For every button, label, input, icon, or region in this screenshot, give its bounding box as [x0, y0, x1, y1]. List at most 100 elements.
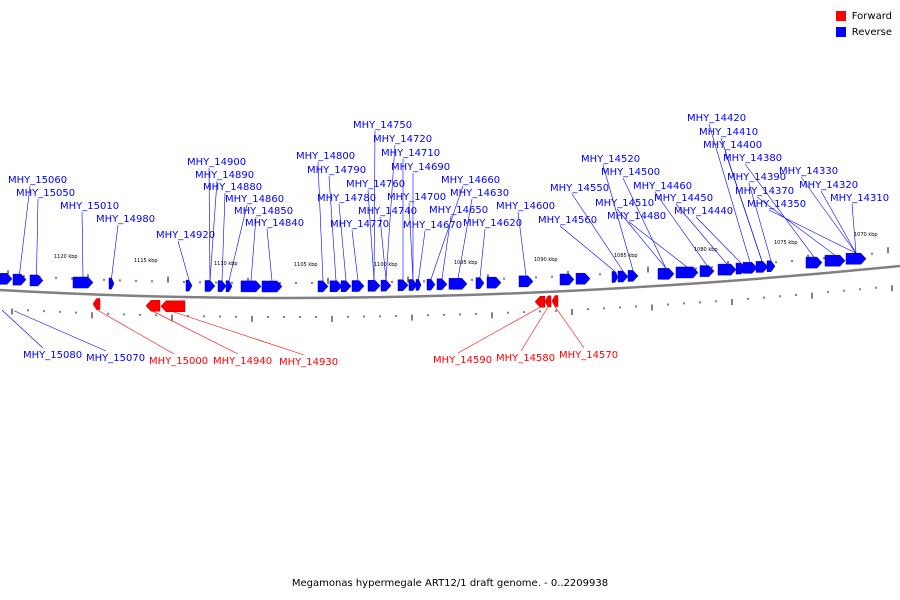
gene-connector [385, 144, 396, 281]
gene-label: MHY_14630 [450, 188, 509, 199]
gene-arrow [627, 270, 639, 282]
gene-label: MHY_14900 [187, 157, 246, 168]
gene-connector [708, 123, 751, 263]
gene-label: MHY_14920 [156, 230, 215, 241]
gene-connector [520, 306, 549, 352]
gene-connector [373, 130, 376, 281]
scale-label: 1095 kbp [454, 260, 478, 266]
gene-arrow [351, 280, 365, 292]
gene-label: MHY_14650 [429, 205, 488, 216]
gene-connector [748, 182, 772, 261]
scale-label: 1090 kbp [534, 257, 558, 263]
genome-title: Megamonas hypermegale ART12/1 draft geno… [291, 578, 609, 589]
scale-label: 1080 kbp [694, 247, 718, 253]
gene-label: MHY_14930 [279, 357, 338, 368]
gene-arrow [486, 276, 502, 289]
gene-arrow [544, 295, 552, 308]
gene-label: MHY_14690 [391, 162, 450, 173]
gene-label: MHY_14860 [225, 194, 284, 205]
gene-label: MHY_15000 [149, 356, 208, 367]
gene-arrows [0, 253, 867, 313]
gene-label: MHY_14560 [538, 215, 597, 226]
gene-arrow [160, 300, 186, 313]
forward-swatch [835, 11, 846, 21]
scale-label: 1075 kbp [774, 240, 798, 246]
legend-forward: Forward [835, 8, 892, 24]
gene-connector [800, 176, 857, 254]
gene-connector [602, 164, 634, 271]
gene-arrow [766, 260, 776, 272]
gene-label: MHY_14420 [687, 113, 746, 124]
gene-arrow [742, 262, 758, 274]
gene-label: MHY_14590 [433, 355, 492, 366]
gene-label: MHY_15080 [23, 350, 82, 361]
gene-label: MHY_14580 [496, 353, 555, 364]
legend: Forward Reverse [835, 8, 892, 40]
gene-arrow [204, 280, 216, 292]
gene-label: MHY_14780 [317, 193, 376, 204]
gene-label: MHY_14850 [234, 206, 293, 217]
gene-label: MHY_14660 [441, 175, 500, 186]
gene-label: MHY_15070 [86, 353, 145, 364]
gene-arrow [436, 278, 448, 291]
gene-connector [317, 161, 324, 281]
gene-arrow [340, 280, 352, 292]
gene-label: MHY_14570 [559, 350, 618, 361]
gene-label: MHY_15010 [60, 201, 119, 212]
gene-label: MHY_14880 [203, 182, 262, 193]
gene-connector [559, 225, 616, 272]
gene-arrow [617, 270, 629, 283]
gene-connector [177, 240, 190, 281]
gene-connector [820, 190, 857, 254]
gene-label: MHY_14510 [595, 198, 654, 209]
gene-label: MHY_14940 [213, 356, 272, 367]
gene-arrow [397, 279, 409, 292]
gene-arrow [185, 279, 193, 292]
gene-label: MHY_15060 [8, 175, 67, 186]
gene-arrow [72, 276, 94, 289]
gene-connector [724, 150, 763, 262]
gene-connector [744, 163, 815, 258]
gene-label: MHY_14350 [747, 199, 806, 210]
gene-arrow [145, 300, 161, 312]
gene-connector [418, 230, 426, 280]
gene-label: MHY_14330 [779, 166, 838, 177]
gene-connector [441, 215, 452, 279]
gene-arrow [261, 280, 283, 293]
gene-label: MHY_14600 [496, 201, 555, 212]
gene-arrow [657, 268, 675, 280]
gene-connector [695, 216, 742, 264]
gene-label: MHY_14790 [307, 165, 366, 176]
legend-reverse-label: Reverse [851, 26, 892, 38]
gene-label: MHY_14750 [353, 120, 412, 131]
gene-arrow [559, 273, 575, 286]
reverse-swatch [835, 27, 846, 37]
gene-label: MHY_14380 [723, 153, 782, 164]
scale-labels: 1120 kbp 1115 kbp 1110 kbp 1105 kbp 1100 kbp… [54, 232, 878, 268]
gene-label: MHY_14500 [601, 167, 660, 178]
gene-arrow [824, 254, 846, 267]
gene-connector [209, 180, 218, 281]
gene-connector [430, 185, 464, 280]
scale-label: 1120 kbp [54, 254, 78, 260]
gene-label: MHY_14480 [607, 211, 666, 222]
gene-connector [172, 311, 305, 356]
gene-connector [768, 209, 857, 254]
gene-label: MHY_14620 [463, 218, 522, 229]
gene-connector [654, 191, 708, 266]
gene-label: MHY_14760 [346, 179, 405, 190]
gene-connector [675, 203, 728, 265]
gene-arrow [426, 278, 436, 291]
gene-connector [81, 211, 84, 278]
gene-label: MHY_14770 [330, 219, 389, 230]
gene-label: MHY_14440 [674, 206, 733, 217]
gene-labels: MHY_15060MHY_15050MHY_15010MHY_14980MHY_… [8, 113, 889, 368]
gene-connector [554, 306, 585, 349]
gene-label: MHY_14400 [703, 140, 762, 151]
legend-forward-label: Forward [851, 10, 892, 22]
gene-arrow [518, 275, 534, 288]
gene-connector [351, 229, 359, 281]
gene-arrow [29, 274, 44, 287]
gene-arrow [755, 261, 769, 273]
